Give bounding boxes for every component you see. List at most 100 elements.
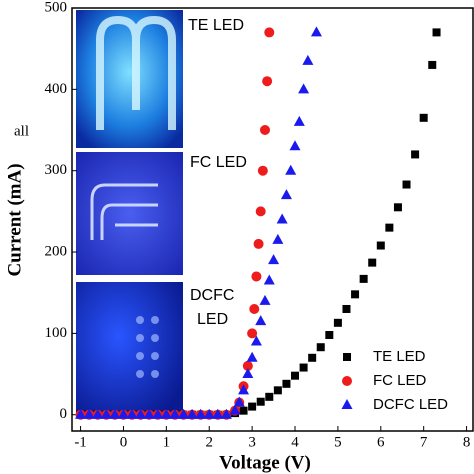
legend-marker xyxy=(342,376,352,386)
point xyxy=(265,392,274,401)
point xyxy=(249,303,260,314)
point xyxy=(259,294,271,305)
te-led-photo xyxy=(76,10,183,148)
point xyxy=(220,408,232,419)
point xyxy=(316,343,325,352)
point xyxy=(75,408,87,419)
point xyxy=(256,397,265,406)
point xyxy=(242,368,254,379)
point xyxy=(186,408,198,419)
point xyxy=(238,384,250,395)
point xyxy=(385,223,394,232)
point xyxy=(368,258,377,267)
point xyxy=(359,274,368,283)
point xyxy=(411,150,420,159)
x-tick-label: -1 xyxy=(74,434,87,450)
point xyxy=(143,408,155,419)
point xyxy=(291,371,300,380)
point xyxy=(280,189,292,200)
point xyxy=(308,353,317,362)
point xyxy=(178,408,190,419)
point xyxy=(255,206,266,217)
point xyxy=(310,26,322,37)
point xyxy=(262,76,273,87)
point xyxy=(285,164,297,175)
point xyxy=(263,274,275,285)
point xyxy=(299,363,308,372)
x-tick-label: 3 xyxy=(248,434,256,450)
point xyxy=(268,254,280,265)
point xyxy=(233,396,245,407)
point xyxy=(83,408,95,419)
point xyxy=(242,360,253,371)
dcfc-led-dots xyxy=(136,316,159,378)
y-tick-label: 100 xyxy=(45,325,68,341)
point xyxy=(92,408,104,419)
point xyxy=(428,60,437,69)
x-tick-label: 8 xyxy=(463,434,471,450)
y-tick-label: 0 xyxy=(60,406,68,422)
annotation: LED xyxy=(197,311,228,328)
legend-label: FC LED xyxy=(373,372,427,389)
point xyxy=(117,408,129,419)
y-tick-label: 200 xyxy=(45,243,68,259)
x-tick-label: 6 xyxy=(377,434,385,450)
x-axis-title: Voltage (V) xyxy=(219,452,311,473)
point xyxy=(298,83,310,94)
point xyxy=(250,335,262,346)
point xyxy=(333,318,342,327)
point xyxy=(253,238,264,249)
point xyxy=(152,408,164,419)
point xyxy=(247,328,258,339)
x-tick-label: 5 xyxy=(334,434,342,450)
point xyxy=(293,115,305,126)
point xyxy=(229,404,241,415)
point xyxy=(272,233,284,244)
x-tick-label: 7 xyxy=(420,434,428,450)
fc-led-glow xyxy=(90,183,158,240)
y-axis-title: Current (mA) xyxy=(4,163,25,276)
x-tick-label: 2 xyxy=(205,434,213,450)
fc-led-photo xyxy=(76,152,183,275)
x-tick-label: 0 xyxy=(120,434,128,450)
point xyxy=(325,331,334,340)
y-tick-label: 400 xyxy=(45,81,68,97)
point xyxy=(393,203,402,212)
point xyxy=(248,402,257,411)
point xyxy=(302,54,314,65)
point xyxy=(126,408,138,419)
x-tick-label: 4 xyxy=(291,434,299,450)
annotation: DCFC xyxy=(190,287,234,304)
legend-marker xyxy=(341,399,353,409)
point xyxy=(251,271,262,282)
point xyxy=(273,386,282,395)
point xyxy=(259,125,270,136)
point xyxy=(402,180,411,189)
annotation: FC LED xyxy=(190,154,247,171)
point xyxy=(289,140,301,151)
point xyxy=(160,408,172,419)
x-tick-label: 1 xyxy=(163,434,171,450)
point xyxy=(257,165,268,176)
dcfc-led-photo xyxy=(76,282,183,418)
point xyxy=(432,28,441,37)
y-tick-label: 500 xyxy=(45,0,68,15)
point xyxy=(351,290,360,299)
point xyxy=(169,408,181,419)
point xyxy=(282,379,291,388)
point xyxy=(246,351,258,362)
point xyxy=(109,408,121,419)
point xyxy=(212,408,224,419)
point xyxy=(195,408,207,419)
y-tick-label: 300 xyxy=(45,162,68,178)
point xyxy=(255,315,267,326)
te-led-glow xyxy=(96,15,176,130)
point xyxy=(276,213,288,224)
legend-label: TE LED xyxy=(373,348,426,365)
annotation: TE LED xyxy=(188,17,244,34)
inset-images xyxy=(76,10,183,418)
point xyxy=(264,27,275,38)
legend-label: DCFC LED xyxy=(373,396,448,413)
point xyxy=(419,113,428,122)
